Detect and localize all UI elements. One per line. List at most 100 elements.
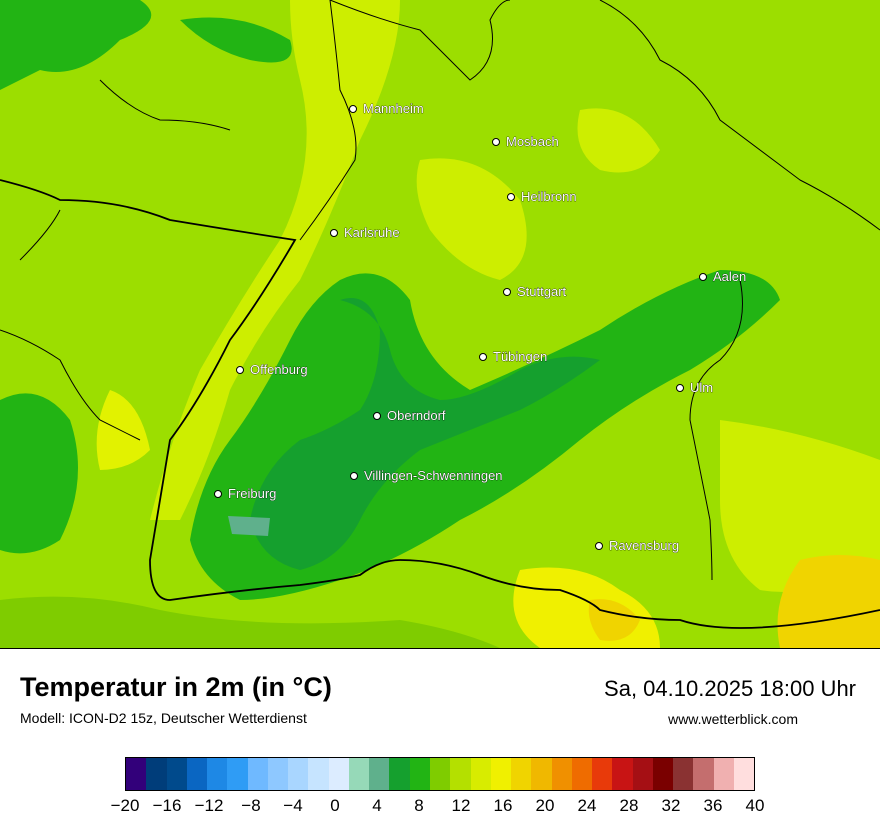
city-dot [479, 353, 487, 361]
legend-tick-label: 20 [535, 796, 555, 815]
legend-swatch [490, 758, 512, 790]
city-dot [503, 288, 511, 296]
city-dot [507, 193, 515, 201]
legend-swatch [247, 758, 268, 790]
legend-tick-label: 24 [577, 796, 597, 815]
legend-tick-label: −20 [110, 796, 140, 815]
legend-ticks: −20 −16 −12 −8 −4 0 4 8 12 16 20 24 28 32 36 40 [0, 796, 880, 820]
temperature-field-feldberg [228, 516, 270, 536]
legend-tick-label: 36 [703, 796, 723, 815]
map-title: Temperatur in 2m (in °C) [20, 672, 332, 702]
legend-tick-label: −12 [194, 796, 224, 815]
city-dot [595, 542, 603, 550]
legend-swatch [531, 758, 552, 790]
city-tuebingen[interactable]: Tübingen [479, 349, 548, 364]
temperature-field-black-forest [250, 298, 600, 570]
legend-swatch [612, 758, 633, 790]
city-dot [350, 472, 358, 480]
forecast-datetime: Sa, 04.10.2025 18:00 Uhr [604, 676, 856, 701]
city-karlsruhe[interactable]: Karlsruhe [330, 225, 400, 240]
legend-tick-label: 12 [451, 796, 471, 815]
legend-swatch [227, 758, 248, 790]
legend-swatch [308, 758, 329, 790]
state-borders [0, 0, 880, 581]
temperature-field-se-warm [777, 555, 880, 648]
city-label: Aalen [713, 269, 746, 284]
temperature-map[interactable]: Mannheim Mosbach Heilbronn Karlsruhe Aal… [0, 0, 880, 649]
legend-swatch [693, 758, 714, 790]
legend-swatch [673, 758, 694, 790]
legend-swatch [511, 758, 532, 790]
legend-swatch [592, 758, 613, 790]
city-label: Heilbronn [521, 189, 577, 204]
city-label: Oberndorf [387, 408, 446, 423]
city-dot [349, 105, 357, 113]
legend-swatch [369, 758, 390, 790]
legend-swatch [207, 758, 228, 790]
temperature-field-nw [0, 0, 152, 90]
legend-swatch [146, 758, 167, 790]
legend-swatch [733, 758, 755, 790]
city-oberndorf[interactable]: Oberndorf [373, 408, 446, 423]
city-stuttgart[interactable]: Stuttgart [503, 284, 567, 299]
city-label: Karlsruhe [344, 225, 400, 240]
legend-tick-label: 0 [330, 796, 340, 815]
city-label: Offenburg [250, 362, 308, 377]
city-dot [330, 229, 338, 237]
website-link[interactable]: www.wetterblick.com [668, 711, 798, 727]
legend-swatch [470, 758, 491, 790]
city-freiburg[interactable]: Freiburg [214, 486, 277, 501]
color-legend [125, 757, 755, 791]
legend-swatch [409, 758, 430, 790]
map-canvas: Mannheim Mosbach Heilbronn Karlsruhe Aal… [0, 0, 880, 648]
city-markers: Mannheim Mosbach Heilbronn Karlsruhe Aal… [214, 101, 747, 553]
country-borders [0, 179, 880, 629]
temperature-field-south [0, 596, 500, 648]
city-label: Stuttgart [517, 284, 567, 299]
city-label: Mosbach [506, 134, 559, 149]
legend-tick-label: −16 [152, 796, 182, 815]
legend-tick-label: −8 [241, 796, 261, 815]
legend-tick-label: 32 [661, 796, 681, 815]
legend-swatch [166, 758, 187, 790]
legend-tick-label: 28 [619, 796, 639, 815]
legend-swatch [450, 758, 471, 790]
city-mannheim[interactable]: Mannheim [349, 101, 424, 116]
temperature-field-rhine [150, 0, 400, 520]
city-aalen[interactable]: Aalen [699, 269, 747, 284]
city-heilbronn[interactable]: Heilbronn [507, 189, 577, 204]
temperature-field-upper-swabia [720, 420, 880, 592]
city-label: Ravensburg [609, 538, 679, 553]
legend-tick-label: 40 [745, 796, 765, 815]
model-info: Modell: ICON-D2 15z, Deutscher Wetterdie… [20, 710, 307, 726]
city-label: Villingen-Schwenningen [364, 468, 503, 483]
legend-swatch [571, 758, 593, 790]
city-dot [373, 412, 381, 420]
legend-tick-label: 16 [493, 796, 513, 815]
city-label: Mannheim [363, 101, 424, 116]
legend-swatch [551, 758, 572, 790]
city-dot [214, 490, 222, 498]
legend-tick-label: 8 [414, 796, 424, 815]
legend-swatch [328, 758, 349, 790]
temperature-field-hohenlohe [577, 108, 660, 173]
legend-swatch [429, 758, 451, 790]
legend-swatch [348, 758, 370, 790]
temperature-field-vosges [0, 393, 78, 554]
city-offenburg[interactable]: Offenburg [236, 362, 308, 377]
city-ulm[interactable]: Ulm [676, 380, 714, 395]
legend-swatch [126, 758, 147, 790]
city-mosbach[interactable]: Mosbach [492, 134, 559, 149]
legend-swatch [267, 758, 289, 790]
legend-tick-label: −4 [283, 796, 303, 815]
city-dot [699, 273, 707, 281]
city-dot [492, 138, 500, 146]
legend-swatch [652, 758, 674, 790]
city-ravensburg[interactable]: Ravensburg [595, 538, 680, 553]
temperature-field-nw2 [180, 17, 292, 63]
city-villingen-schwenningen[interactable]: Villingen-Schwenningen [350, 468, 503, 483]
city-dot [676, 384, 684, 392]
temperature-field-rhine-warm [96, 390, 150, 470]
legend-swatch [632, 758, 653, 790]
city-label: Ulm [690, 380, 713, 395]
